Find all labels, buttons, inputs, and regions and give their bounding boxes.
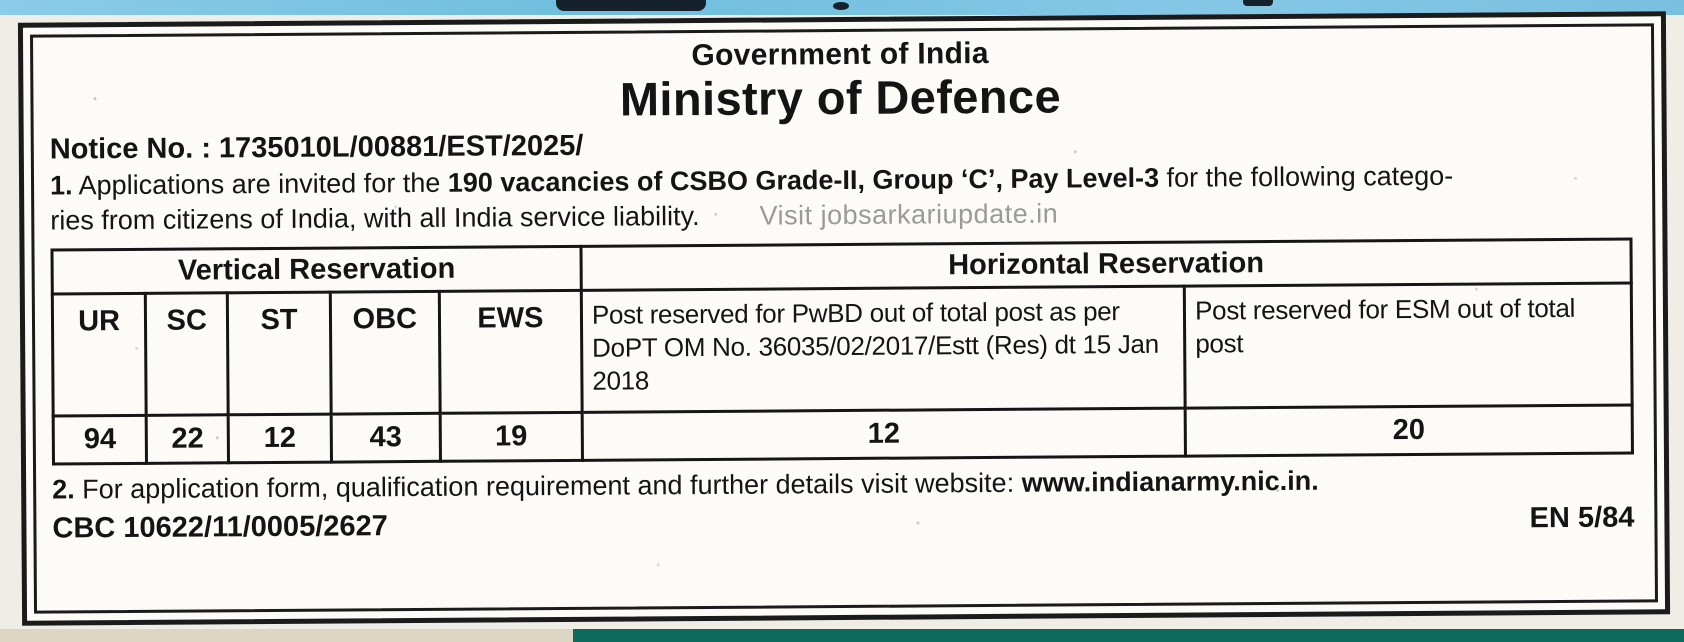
footer-row: CBC 10622/11/0005/2627 EN 5/84	[52, 501, 1634, 545]
ministry-of-defence-heading: Ministry of Defence	[619, 69, 1062, 126]
value-ur: 94	[53, 415, 147, 464]
cbc-number: CBC 10622/11/0005/2627	[52, 510, 388, 545]
website-text: www.indianarmy.nic.in.	[1021, 465, 1319, 498]
column-header-ur: UR	[52, 293, 147, 416]
ink-blob	[1243, 0, 1273, 6]
value-sc: 22	[146, 414, 229, 464]
value-obc: 43	[331, 413, 441, 462]
ink-blob	[833, 2, 849, 10]
scan-noise	[93, 97, 97, 101]
notice-inner-frame: Government of India Ministry of Defence …	[29, 23, 1659, 614]
paragraph-1-continuation: ries from citizens of India, with all In…	[50, 201, 700, 236]
horizontal-reservation-header: Horizontal Reservation	[580, 238, 1632, 291]
paragraph-1-lead-text: Applications are invited for the	[72, 167, 448, 201]
watermark-text: Visit jobsarkariupdate.in	[759, 198, 1059, 231]
vacancy-highlight: 190 vacancies of CSBO Grade-II, Group ‘C…	[447, 162, 1160, 198]
scan-edge-top-band	[0, 0, 1684, 15]
paragraph-2: 2. For application form, qualification r…	[52, 463, 1634, 505]
scan-edge-bottom-band	[0, 629, 1684, 642]
en-number: EN 5/84	[1529, 501, 1635, 535]
column-header-st: ST	[227, 291, 332, 415]
table-column-header-row: UR SC ST OBC EWS Post reserved for PwBD …	[52, 282, 1633, 416]
paragraph-1: 1. Applications are invited for the 190 …	[50, 157, 1632, 239]
item-1-number: 1.	[49, 170, 73, 201]
value-esm: 20	[1185, 404, 1633, 456]
bottom-band-beige-segment	[0, 629, 573, 642]
pwbd-header-cell: Post reserved for PwBD out of total post…	[581, 285, 1186, 413]
value-pwbd: 12	[582, 407, 1186, 461]
value-ews: 19	[439, 412, 583, 462]
notice-frame: Government of India Ministry of Defence …	[17, 11, 1671, 626]
reservation-table: Vertical Reservation Horizontal Reservat…	[50, 237, 1633, 465]
paragraph-1-tail-text: for the following catego-	[1158, 160, 1454, 193]
column-header-ews: EWS	[439, 290, 583, 414]
bottom-band-teal-segment	[572, 629, 1684, 642]
ink-blob	[556, 0, 706, 11]
item-2-number: 2.	[52, 474, 75, 505]
paragraph-2-text: For application form, qualification requ…	[74, 467, 1022, 505]
column-header-sc: SC	[145, 292, 229, 416]
column-header-obc: OBC	[330, 291, 440, 414]
value-st: 12	[228, 413, 332, 463]
table-values-row: 94 22 12 43 19 12 20	[53, 404, 1633, 464]
vertical-reservation-header: Vertical Reservation	[52, 246, 582, 294]
esm-header-cell: Post reserved for ESM out of total post	[1184, 282, 1633, 408]
